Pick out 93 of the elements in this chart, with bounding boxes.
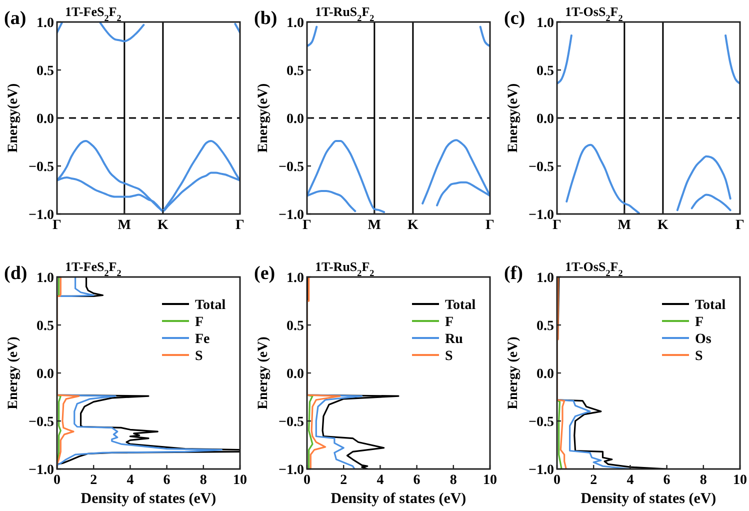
x-tick-label: 8 [200, 473, 207, 488]
legend-label: F [695, 314, 704, 330]
x-tick-label: Γ [486, 218, 495, 233]
x-tick-label: 2 [340, 473, 348, 488]
y-tick-label: 1.0 [286, 270, 304, 286]
y-axis-title: Energy (eV) [506, 336, 521, 410]
x-tick-label: Γ [236, 218, 245, 233]
y-tick-label: −1.0 [28, 462, 54, 478]
x-tick-label: 8 [700, 473, 707, 488]
x-tick-label: 10 [233, 473, 247, 488]
x-tick-label: 10 [733, 473, 747, 488]
y-tick-label: 0.0 [536, 366, 554, 382]
y-axis-title: Energy(eV) [6, 83, 21, 153]
text: (b) [254, 8, 278, 29]
y-tick-label: −0.5 [28, 160, 54, 175]
legend-label: Fe [195, 332, 210, 347]
chart-title: 1T-OsS$_{2}$F$_{2}$ [565, 4, 624, 23]
x-tick-label: 0 [554, 473, 560, 488]
x-tick-label: 4 [126, 473, 134, 488]
legend-label: Total [695, 298, 726, 313]
legend-label: Ru [445, 332, 464, 347]
x-tick-label: 4 [376, 473, 384, 488]
x-tick-label: Γ [552, 218, 562, 233]
x-tick-label: K [658, 218, 668, 233]
x-tick-label: 0 [304, 473, 310, 488]
y-tick-label: 0.5 [36, 64, 54, 79]
y-tick-label: −0.5 [28, 414, 54, 430]
y-axis-title: Energy (eV) [256, 336, 271, 410]
y-tick-label: 0.5 [536, 64, 554, 79]
x-tick-label: 6 [413, 473, 420, 488]
y-tick-label: 0.5 [536, 318, 554, 334]
y-tick-label: −1.0 [528, 208, 554, 223]
y-tick-label: 0.0 [36, 112, 54, 127]
y-tick-label: 1.0 [36, 16, 54, 31]
y-tick-label: 0.0 [286, 112, 304, 127]
chart-title: 1T-RuS$_{2}$F$_{2}$ [315, 259, 375, 278]
legend-label: Total [445, 298, 476, 313]
y-tick-label: 1.0 [286, 16, 304, 31]
y-axis-title: Energy (eV) [6, 336, 21, 410]
text: (f) [504, 263, 523, 284]
x-tick-label: Γ [302, 218, 312, 233]
x-tick-label: K [408, 218, 418, 233]
text: (c) [504, 8, 526, 29]
x-axis-title: Density of states (eV) [80, 491, 216, 507]
y-tick-label: 0.5 [286, 64, 304, 79]
y-tick-label: −1.0 [278, 462, 304, 478]
chart-title: 1T-FeS$_{2}$F$_{2}$ [65, 259, 122, 278]
legend-label: S [445, 348, 453, 364]
text: (d) [4, 263, 28, 284]
legend-label: F [445, 314, 454, 330]
y-tick-label: 0.0 [36, 366, 54, 382]
x-tick-label: 4 [626, 473, 634, 488]
y-tick-label: −0.5 [528, 160, 554, 175]
y-tick-label: 0.0 [536, 112, 554, 127]
x-tick-label: Γ [736, 218, 745, 233]
x-axis-title: Density of states (eV) [330, 491, 466, 507]
x-tick-label: Γ [52, 218, 62, 233]
legend-label: F [195, 314, 204, 330]
y-tick-label: 0.0 [286, 366, 304, 382]
y-tick-label: −0.5 [278, 160, 304, 175]
y-tick-label: −0.5 [528, 414, 554, 430]
x-tick-label: 8 [450, 473, 457, 488]
chart-title: 1T-FeS$_{2}$F$_{2}$ [65, 4, 122, 23]
x-tick-label: 0 [54, 473, 60, 488]
legend-label: Total [195, 298, 226, 313]
x-tick-label: 10 [483, 473, 497, 488]
x-tick-label: M [618, 218, 632, 233]
x-tick-label: K [158, 218, 168, 233]
y-axis-title: Energy(eV) [506, 83, 521, 153]
y-tick-label: −1.0 [278, 208, 304, 223]
legend-label: S [695, 348, 703, 364]
legend-label: Os [695, 332, 712, 347]
y-tick-label: 1.0 [536, 270, 554, 286]
y-tick-label: 0.5 [36, 318, 54, 334]
x-tick-label: M [368, 218, 382, 233]
chart-title: 1T-OsS$_{2}$F$_{2}$ [565, 259, 624, 278]
y-tick-label: −0.5 [278, 414, 304, 430]
text: (e) [254, 263, 276, 284]
y-tick-label: −1.0 [528, 462, 554, 478]
y-tick-label: 1.0 [36, 270, 54, 286]
x-tick-label: 2 [590, 473, 598, 488]
x-tick-label: 2 [90, 473, 98, 488]
x-tick-label: M [118, 218, 132, 233]
x-tick-label: 6 [663, 473, 670, 488]
y-axis-title: Energy(eV) [256, 83, 271, 153]
x-axis-title: Density of states (eV) [580, 491, 716, 507]
chart-title: 1T-RuS$_{2}$F$_{2}$ [315, 4, 375, 23]
legend-label: S [195, 348, 203, 364]
text: (a) [4, 8, 26, 29]
y-tick-label: 0.5 [286, 318, 304, 334]
y-tick-label: 1.0 [536, 16, 554, 31]
y-tick-label: −1.0 [28, 208, 54, 223]
x-tick-label: 6 [163, 473, 170, 488]
